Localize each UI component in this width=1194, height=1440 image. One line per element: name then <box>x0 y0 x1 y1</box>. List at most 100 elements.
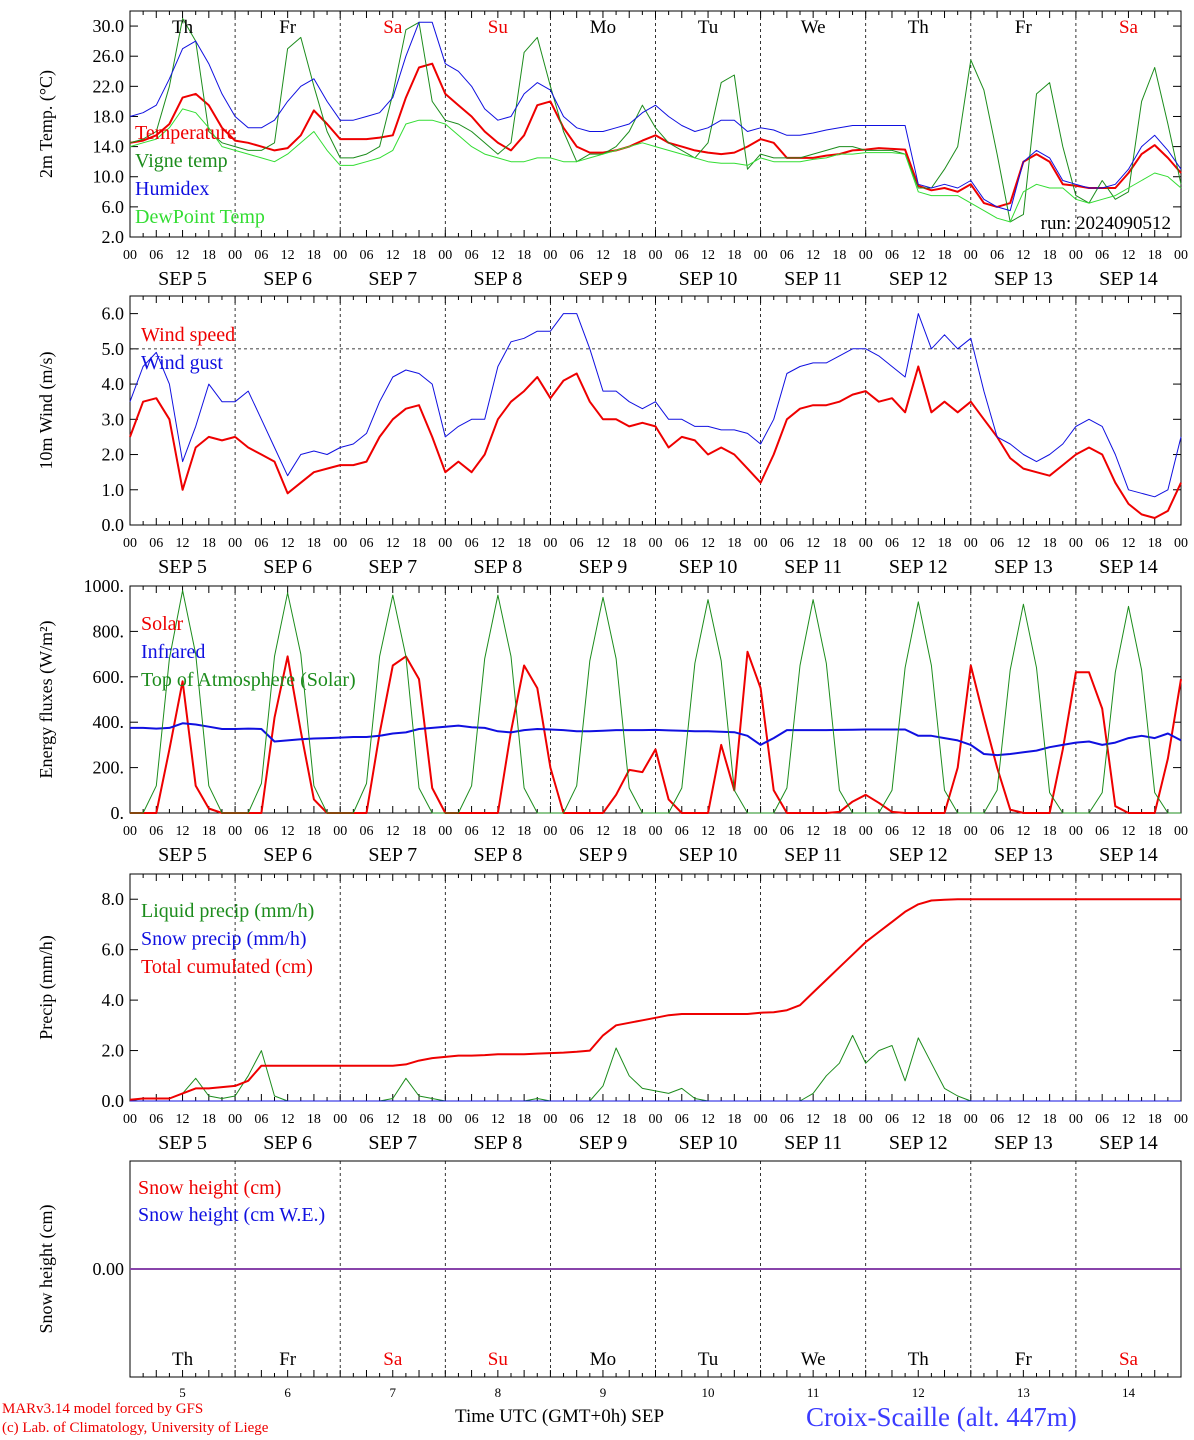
hour-tick-label: 00 <box>649 824 663 839</box>
legend-entry: Liquid precip (mm/h) <box>141 900 314 922</box>
weekday-label: Mo <box>590 17 616 38</box>
hour-tick-label: 06 <box>254 824 268 839</box>
y-tick-label: 4.0 <box>102 374 125 394</box>
date-label: SEP 12 <box>889 556 948 578</box>
date-label: SEP 13 <box>994 268 1053 290</box>
y-axis-label: Precip (mm/h) <box>36 935 57 1039</box>
date-label: SEP 13 <box>994 1132 1053 1154</box>
model-credit-line: MARv3.14 model forced by GFS <box>2 1401 204 1417</box>
hour-tick-label: 18 <box>727 1112 741 1127</box>
date-label: SEP 7 <box>368 844 417 866</box>
hour-tick-label: 00 <box>123 536 137 551</box>
hour-tick-label: 12 <box>701 1112 715 1127</box>
hour-tick-label: 12 <box>1121 248 1135 263</box>
model-credit: MARv3.14 model forced by GFS (c) Lab. of… <box>2 1400 268 1438</box>
hour-tick-label: 12 <box>176 248 190 263</box>
y-tick-label: 10.0 <box>93 167 125 187</box>
weekday-label: Fr <box>1015 17 1033 38</box>
date-label: SEP 14 <box>1099 556 1158 578</box>
legend-entry: Wind speed <box>141 324 235 346</box>
hour-tick-label: 18 <box>307 824 321 839</box>
hour-tick-label: 06 <box>465 824 479 839</box>
hour-tick-label: 18 <box>727 824 741 839</box>
series-line <box>130 590 1181 814</box>
y-tick-label: 5.0 <box>102 339 125 359</box>
hour-tick-label: 00 <box>228 248 242 263</box>
date-label: SEP 5 <box>158 844 207 866</box>
hour-tick-label: 12 <box>176 1112 190 1127</box>
hour-tick-label: 00 <box>123 248 137 263</box>
y-tick-label: 14.0 <box>93 137 125 157</box>
weekday-label: Sa <box>383 17 403 38</box>
y-tick-label: 600. <box>93 667 125 687</box>
y-tick-label: 30.0 <box>93 16 125 36</box>
series-line <box>129 108 1182 223</box>
date-label: SEP 13 <box>994 844 1053 866</box>
date-label: SEP 12 <box>889 844 948 866</box>
hour-tick-label: 00 <box>859 248 873 263</box>
legend-entry: Top of Atmosphere (Solar) <box>141 669 356 691</box>
y-axis-label: 2m Temp. (°C) <box>36 70 57 178</box>
hour-tick-label: 06 <box>254 536 268 551</box>
hour-tick-label: 00 <box>228 1112 242 1127</box>
date-label: SEP 5 <box>158 1132 207 1154</box>
date-label: SEP 9 <box>579 556 628 578</box>
hour-tick-label: 12 <box>176 824 190 839</box>
hour-tick-label: 06 <box>885 824 899 839</box>
date-label: SEP 10 <box>679 268 738 290</box>
hour-tick-label: 00 <box>333 536 347 551</box>
hour-tick-label: 12 <box>1121 1112 1135 1127</box>
hour-tick-label: 12 <box>281 824 295 839</box>
y-tick-label: 0.00 <box>93 1259 125 1279</box>
day-number-label: 7 <box>390 1385 397 1400</box>
hour-tick-label: 00 <box>649 248 663 263</box>
hour-tick-label: 18 <box>412 248 426 263</box>
series-line <box>130 650 1182 814</box>
y-tick-label: 4.0 <box>102 990 125 1010</box>
hour-tick-label: 00 <box>1069 248 1083 263</box>
hour-tick-label: 06 <box>780 248 794 263</box>
hour-tick-label: 12 <box>491 824 505 839</box>
legend-entry: Solar <box>141 613 184 635</box>
hour-tick-label: 00 <box>438 824 452 839</box>
hour-tick-label: 18 <box>1043 248 1057 263</box>
hour-tick-label: 00 <box>1174 536 1188 551</box>
date-label: SEP 5 <box>158 268 207 290</box>
hour-tick-label: 00 <box>543 248 557 263</box>
hour-tick-label: 12 <box>491 1112 505 1127</box>
hour-tick-label: 06 <box>990 1112 1004 1127</box>
hour-tick-label: 12 <box>596 248 610 263</box>
y-tick-label: 800. <box>93 621 125 641</box>
hour-tick-label: 18 <box>1043 536 1057 551</box>
day-number-label: 14 <box>1122 1385 1136 1400</box>
hour-tick-label: 18 <box>202 1112 216 1127</box>
y-tick-label: 1000. <box>84 576 125 596</box>
hour-tick-label: 00 <box>333 1112 347 1127</box>
weekday-label: Th <box>908 1349 930 1370</box>
hour-tick-label: 06 <box>465 1112 479 1127</box>
weekday-label: Mo <box>590 1349 616 1370</box>
x-axis-title: Time UTC (GMT+0h) SEP <box>455 1406 665 1427</box>
hour-tick-label: 12 <box>491 536 505 551</box>
hour-tick-label: 18 <box>622 1112 636 1127</box>
hour-tick-label: 18 <box>517 824 531 839</box>
legend-entry: Wind gust <box>141 352 223 374</box>
series-line <box>129 365 1182 519</box>
hour-tick-label: 12 <box>386 248 400 263</box>
date-label: SEP 13 <box>994 556 1053 578</box>
legend-entry: Total cumulated (cm) <box>141 956 313 978</box>
hour-tick-label: 18 <box>938 248 952 263</box>
hour-tick-label: 12 <box>596 824 610 839</box>
hour-tick-label: 12 <box>386 536 400 551</box>
hour-tick-label: 12 <box>911 536 925 551</box>
weekday-label: We <box>801 1349 826 1370</box>
y-tick-label: 200. <box>93 758 125 778</box>
hour-tick-label: 12 <box>281 1112 295 1127</box>
hour-tick-label: 06 <box>885 1112 899 1127</box>
hour-tick-label: 18 <box>727 248 741 263</box>
series-line <box>129 313 1182 498</box>
date-label: SEP 14 <box>1099 1132 1158 1154</box>
hour-tick-label: 00 <box>333 248 347 263</box>
hour-tick-label: 18 <box>938 536 952 551</box>
hour-tick-label: 00 <box>754 824 768 839</box>
